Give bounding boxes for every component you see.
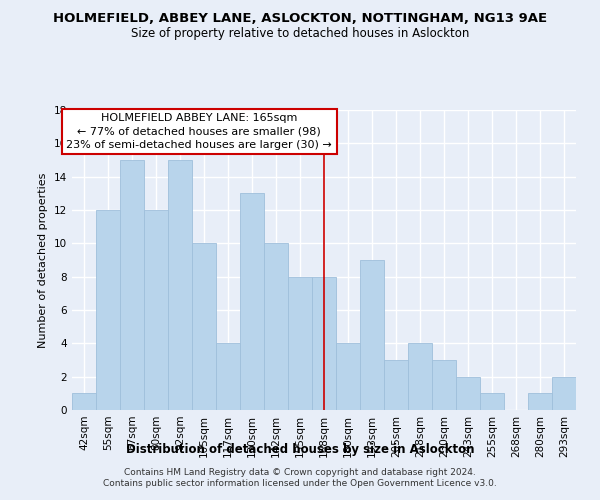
Bar [240, 194, 264, 410]
Text: Size of property relative to detached houses in Aslockton: Size of property relative to detached ho… [131, 28, 469, 40]
Bar [432, 360, 456, 410]
Bar [528, 394, 552, 410]
Bar [72, 394, 96, 410]
Bar [168, 160, 192, 410]
Text: HOLMEFIELD ABBEY LANE: 165sqm
← 77% of detached houses are smaller (98)
23% of s: HOLMEFIELD ABBEY LANE: 165sqm ← 77% of d… [67, 114, 332, 150]
Bar [144, 210, 168, 410]
Y-axis label: Number of detached properties: Number of detached properties [38, 172, 49, 348]
Bar [360, 260, 384, 410]
Bar [384, 360, 408, 410]
Bar [216, 344, 240, 410]
Bar [552, 376, 576, 410]
Text: Distribution of detached houses by size in Aslockton: Distribution of detached houses by size … [126, 442, 474, 456]
Bar [192, 244, 216, 410]
Bar [312, 276, 336, 410]
Bar [288, 276, 312, 410]
Bar [120, 160, 144, 410]
Bar [96, 210, 120, 410]
Text: Contains HM Land Registry data © Crown copyright and database right 2024.
Contai: Contains HM Land Registry data © Crown c… [103, 468, 497, 487]
Bar [336, 344, 360, 410]
Bar [408, 344, 432, 410]
Bar [456, 376, 480, 410]
Bar [480, 394, 504, 410]
Bar [264, 244, 288, 410]
Text: HOLMEFIELD, ABBEY LANE, ASLOCKTON, NOTTINGHAM, NG13 9AE: HOLMEFIELD, ABBEY LANE, ASLOCKTON, NOTTI… [53, 12, 547, 26]
